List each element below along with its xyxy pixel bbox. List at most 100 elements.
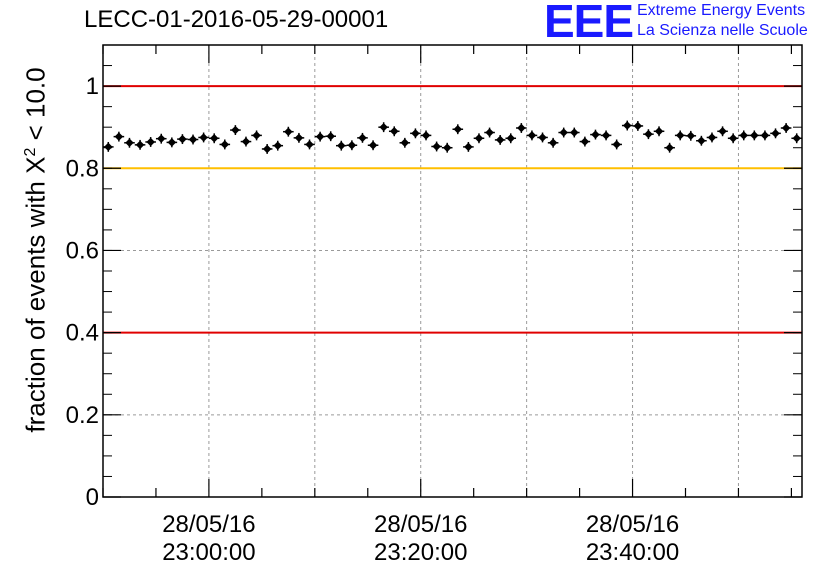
- point-marker: [707, 133, 717, 142]
- data-point: [431, 141, 442, 152]
- data-point: [569, 127, 580, 138]
- data-point: [494, 134, 506, 145]
- data-point: [579, 136, 591, 147]
- data-point: [124, 137, 135, 148]
- data-point: [336, 140, 347, 151]
- point-marker: [337, 141, 346, 150]
- data-point: [706, 132, 718, 143]
- point-marker: [792, 134, 801, 143]
- point-marker: [347, 141, 357, 150]
- data-point: [643, 129, 654, 140]
- data-point: [208, 133, 220, 144]
- data-point: [674, 130, 686, 141]
- point-marker: [633, 121, 643, 131]
- point-marker: [485, 128, 494, 137]
- data-point: [103, 141, 114, 152]
- point-marker: [104, 142, 113, 152]
- data-point: [484, 127, 495, 138]
- data-point: [547, 137, 559, 148]
- data-point: [357, 132, 368, 143]
- point-marker: [368, 141, 378, 150]
- point-marker: [612, 140, 621, 149]
- point-marker: [580, 137, 590, 146]
- data-point: [388, 126, 400, 137]
- chart-title: LECC-01-2016-05-29-00001: [84, 6, 389, 33]
- point-marker: [411, 129, 420, 138]
- reference-lines: [103, 85, 802, 334]
- point-marker: [178, 134, 187, 144]
- data-points: [103, 120, 802, 154]
- x-tick-label-time: 23:20:00: [374, 539, 467, 566]
- logo-line2: La Scienza nelle Scuole: [637, 22, 808, 39]
- data-point: [378, 122, 389, 133]
- data-point: [664, 142, 675, 153]
- point-marker: [591, 130, 600, 139]
- point-marker: [157, 134, 166, 143]
- point-marker: [432, 142, 441, 151]
- point-marker: [199, 133, 208, 142]
- point-marker: [220, 140, 230, 149]
- point-marker: [644, 129, 653, 139]
- point-marker: [315, 132, 325, 141]
- point-marker: [495, 135, 505, 145]
- data-point: [399, 137, 411, 148]
- point-marker: [601, 131, 611, 140]
- y-axis-label: fraction of events with X2 < 10.0: [21, 67, 52, 432]
- data-point: [240, 136, 252, 147]
- point-marker: [114, 132, 124, 141]
- data-point: [230, 125, 241, 135]
- data-point: [452, 124, 464, 135]
- data-point: [558, 127, 569, 138]
- data-point: [621, 120, 633, 131]
- point-marker: [548, 138, 558, 148]
- data-point: [590, 129, 601, 140]
- point-marker: [728, 134, 738, 143]
- data-point: [759, 130, 771, 141]
- data-point: [325, 131, 336, 142]
- data-point: [770, 128, 781, 139]
- x-tick-label-date: 28/05/16: [162, 511, 255, 538]
- data-point: [113, 131, 125, 142]
- point-marker: [146, 137, 155, 147]
- data-point: [600, 130, 612, 141]
- y-axis-label-superscript: 2: [21, 147, 39, 157]
- data-point: [251, 130, 262, 141]
- point-marker: [284, 127, 293, 136]
- data-point: [717, 126, 728, 137]
- data-point: [314, 131, 326, 142]
- point-marker: [252, 131, 261, 140]
- plot-frame: [102, 44, 803, 498]
- point-marker: [474, 134, 484, 143]
- data-point: [283, 126, 294, 137]
- data-point: [611, 139, 622, 150]
- y-tick-label: 0: [86, 484, 99, 511]
- point-marker: [358, 133, 367, 143]
- data-point: [516, 123, 527, 133]
- point-marker: [209, 134, 219, 143]
- point-marker: [739, 131, 748, 140]
- point-marker: [760, 131, 770, 140]
- data-point: [177, 134, 188, 145]
- axis-ticks: [102, 44, 802, 498]
- data-point: [780, 123, 792, 133]
- data-point: [738, 130, 750, 141]
- x-tick-label-time: 23:00:00: [162, 539, 255, 566]
- data-point: [632, 121, 644, 131]
- point-marker: [771, 129, 780, 138]
- data-point: [791, 133, 802, 144]
- data-point: [685, 130, 697, 141]
- point-marker: [697, 136, 706, 145]
- y-tick-label: 1: [86, 73, 99, 100]
- y-axis-label-prefix: fraction of events with X: [20, 156, 51, 433]
- data-point: [219, 139, 231, 150]
- x-tick-label-date: 28/05/16: [586, 511, 679, 538]
- x-tick-label-date: 28/05/16: [374, 511, 467, 538]
- x-tick-label-time: 23:40:00: [586, 539, 679, 566]
- data-point: [166, 137, 178, 148]
- data-point: [537, 132, 548, 143]
- point-marker: [294, 133, 304, 143]
- point-marker: [517, 123, 526, 133]
- point-marker: [675, 131, 685, 140]
- data-point: [293, 132, 305, 143]
